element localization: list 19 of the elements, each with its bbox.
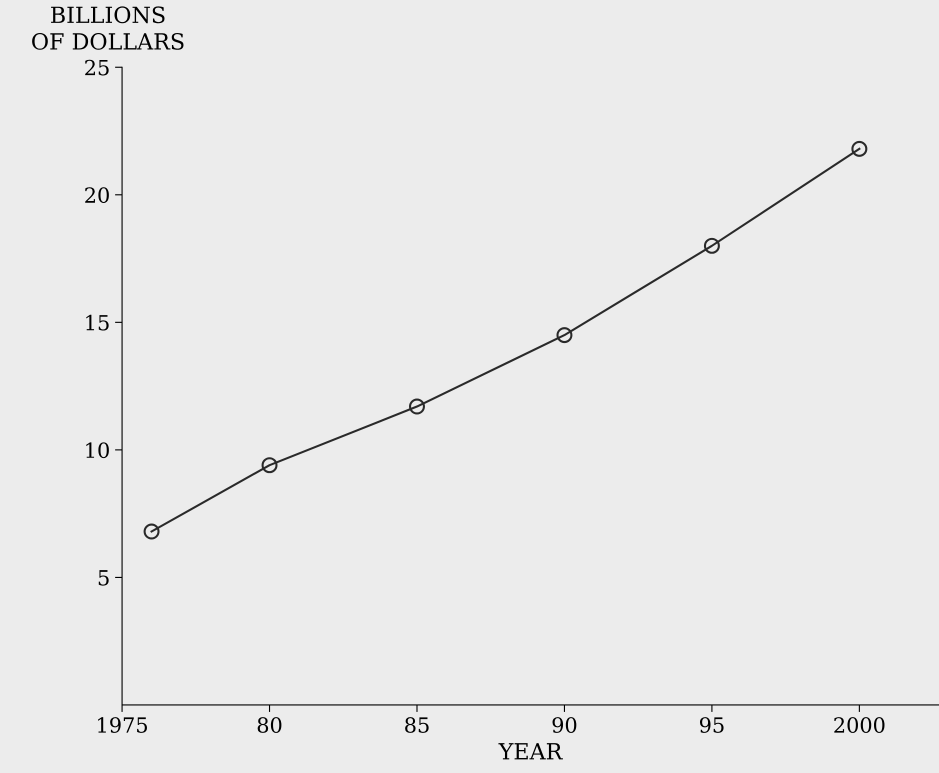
y-axis-title: BILLIONS OF DOLLARS: [32, 6, 184, 50]
point: [851, 140, 868, 157]
x-tick-label: 95: [700, 717, 724, 733]
y-tick-label: 20: [85, 187, 109, 204]
x-tick-label: 1975: [98, 717, 147, 733]
x-tick-label: 90: [552, 717, 576, 733]
point: [144, 524, 160, 540]
y-tick-label: 5: [98, 570, 109, 586]
point: [704, 238, 720, 254]
x-tick-label: 80: [258, 717, 282, 733]
point: [556, 327, 572, 344]
x-tick-label: 2000: [834, 717, 884, 733]
y-tick-label: 10: [86, 442, 109, 458]
point: [262, 457, 278, 474]
y-tick-label: 15: [86, 314, 109, 331]
y-tick-label: 25: [85, 60, 109, 76]
point: [409, 398, 425, 415]
x-tick-label: 85: [405, 717, 429, 733]
x-axis-title: YEAR: [498, 743, 563, 760]
